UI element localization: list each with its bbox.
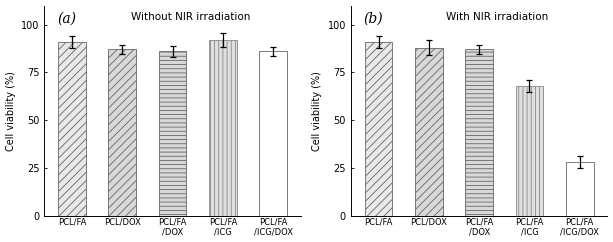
Bar — [209, 40, 237, 216]
Bar — [465, 49, 493, 216]
Text: With NIR irradiation: With NIR irradiation — [446, 12, 548, 22]
Y-axis label: Cell viability (%): Cell viability (%) — [6, 71, 15, 151]
Bar — [415, 48, 443, 216]
Bar — [259, 51, 287, 216]
Bar — [159, 51, 186, 216]
Bar — [109, 49, 136, 216]
Bar — [365, 42, 392, 216]
Y-axis label: Cell viability (%): Cell viability (%) — [312, 71, 322, 151]
Bar — [58, 42, 86, 216]
Bar — [566, 162, 593, 216]
Bar — [516, 86, 543, 216]
Text: (a): (a) — [57, 12, 76, 26]
Text: Without NIR irradiation: Without NIR irradiation — [131, 12, 250, 22]
Text: (b): (b) — [364, 12, 383, 26]
